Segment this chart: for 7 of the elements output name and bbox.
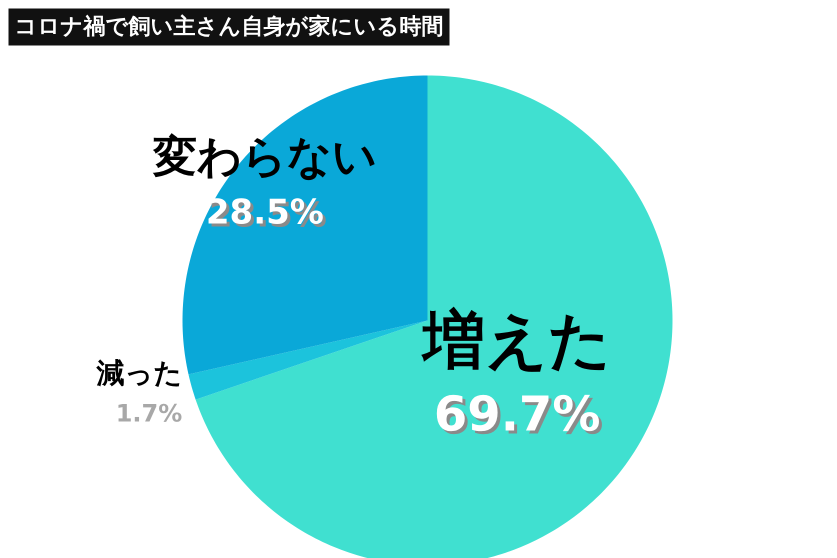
data-label: 69.7% (436, 390, 604, 446)
slice-label: 変わらない (152, 131, 377, 182)
data-label: 1.7% (116, 400, 182, 428)
slice-label: 増えた (421, 304, 612, 377)
chart-title: コロナ禍で飼い主さん自身が家にいる時間 (14, 14, 444, 40)
slice-label: 減った (95, 356, 182, 390)
data-label: 28.5% (208, 195, 327, 236)
